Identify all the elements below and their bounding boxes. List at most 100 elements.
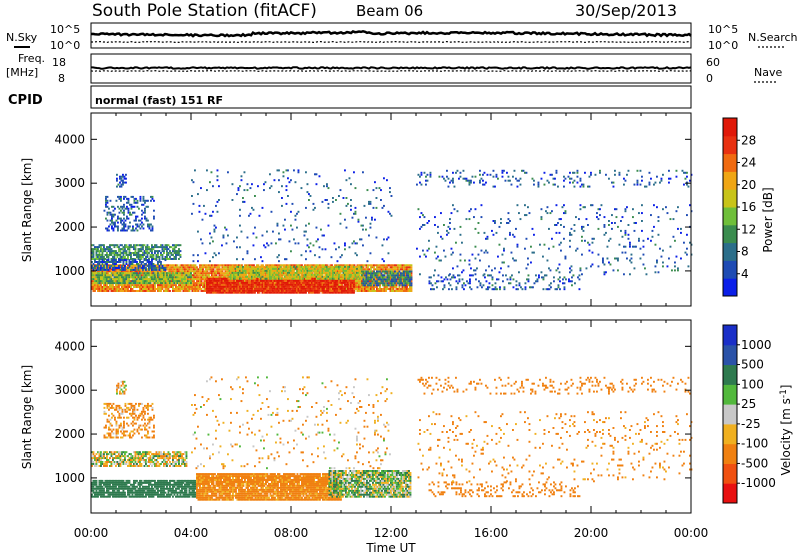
data-cell <box>121 282 123 285</box>
data-cell <box>300 267 303 270</box>
data-cell <box>193 274 195 277</box>
data-cell <box>228 269 231 272</box>
data-cell <box>124 256 126 258</box>
data-cell <box>300 277 303 280</box>
data-cell <box>173 272 176 275</box>
data-cell <box>146 259 149 262</box>
data-cell <box>173 280 176 283</box>
data-cell <box>137 250 140 253</box>
data-cell <box>190 270 192 273</box>
data-cell <box>158 290 161 292</box>
data-cell <box>161 288 164 290</box>
data-cell <box>395 288 398 290</box>
data-cell <box>103 267 105 269</box>
data-cell <box>112 274 114 277</box>
data-cell <box>318 287 321 290</box>
data-cell <box>202 278 204 281</box>
data-cell <box>383 290 386 292</box>
data-cell <box>103 244 105 247</box>
data-cell <box>118 259 120 262</box>
data-cell <box>193 280 195 283</box>
data-cell <box>290 285 292 288</box>
data-cell <box>261 279 264 282</box>
data-cell <box>115 270 117 273</box>
data-cell <box>261 289 264 292</box>
data-cell <box>106 268 108 271</box>
data-cell <box>315 283 318 286</box>
data-cell <box>222 287 225 290</box>
data-cell <box>368 272 371 275</box>
data-cell <box>339 265 342 268</box>
data-cell <box>273 271 276 274</box>
data-cell <box>167 288 170 290</box>
data-cell <box>196 272 198 275</box>
data-cell <box>157 261 159 263</box>
data-cell <box>335 287 337 290</box>
data-cell <box>107 282 110 285</box>
data-cell <box>95 276 98 279</box>
data-cell <box>182 282 185 285</box>
data-cell <box>175 254 177 256</box>
data-cell <box>308 271 310 274</box>
data-cell <box>293 291 295 294</box>
data-cell <box>161 270 164 273</box>
data-cell <box>269 281 271 284</box>
data-cell <box>128 248 131 251</box>
data-cell <box>351 285 354 288</box>
data-cell <box>139 265 141 267</box>
data-cell <box>293 287 295 290</box>
data-cell <box>255 271 258 274</box>
data-cell <box>169 280 171 283</box>
data-cell <box>233 267 235 270</box>
data-cell <box>276 285 279 288</box>
data-cell <box>330 281 333 284</box>
data-cell <box>131 264 134 267</box>
data-cell <box>121 265 123 267</box>
data-cell <box>275 267 277 270</box>
data-cell <box>348 281 351 284</box>
data-cell <box>265 274 267 277</box>
data-cell <box>155 274 158 277</box>
data-cell <box>333 275 336 278</box>
data-cell <box>263 289 265 292</box>
data-cell <box>196 276 198 279</box>
data-cell <box>332 267 334 270</box>
data-cell <box>91 244 93 247</box>
data-cell <box>116 267 119 269</box>
data-cell <box>173 290 176 292</box>
data-cell <box>227 274 230 277</box>
data-cell <box>365 274 368 277</box>
data-cell <box>228 291 231 294</box>
data-cell <box>101 272 104 275</box>
data-cell <box>128 270 131 273</box>
data-cell <box>182 264 185 267</box>
data-cell <box>251 283 253 286</box>
nave-series <box>90 70 692 72</box>
data-cell <box>312 267 315 270</box>
data-cell <box>199 282 201 285</box>
data-cell <box>187 274 189 277</box>
data-cell <box>267 273 270 276</box>
data-cell <box>270 269 273 272</box>
data-cell <box>113 270 116 273</box>
data-cell <box>224 285 226 288</box>
data-cell <box>291 271 294 274</box>
data-cell <box>334 266 336 269</box>
data-cell <box>92 274 95 277</box>
data-cell <box>207 277 210 280</box>
data-cell <box>370 290 372 292</box>
data-cell <box>215 264 218 267</box>
data-cell <box>291 291 294 294</box>
data-cell <box>353 264 356 267</box>
data-cell <box>140 264 143 267</box>
data-cell <box>128 286 131 288</box>
data-cell <box>164 258 167 260</box>
data-cell <box>302 291 304 294</box>
data-cell <box>182 278 185 281</box>
data-cell <box>187 288 189 290</box>
data-cell <box>331 264 333 267</box>
data-cell <box>344 286 347 288</box>
data-cell <box>110 288 113 290</box>
data-cell <box>106 286 108 288</box>
data-cell <box>403 286 405 288</box>
